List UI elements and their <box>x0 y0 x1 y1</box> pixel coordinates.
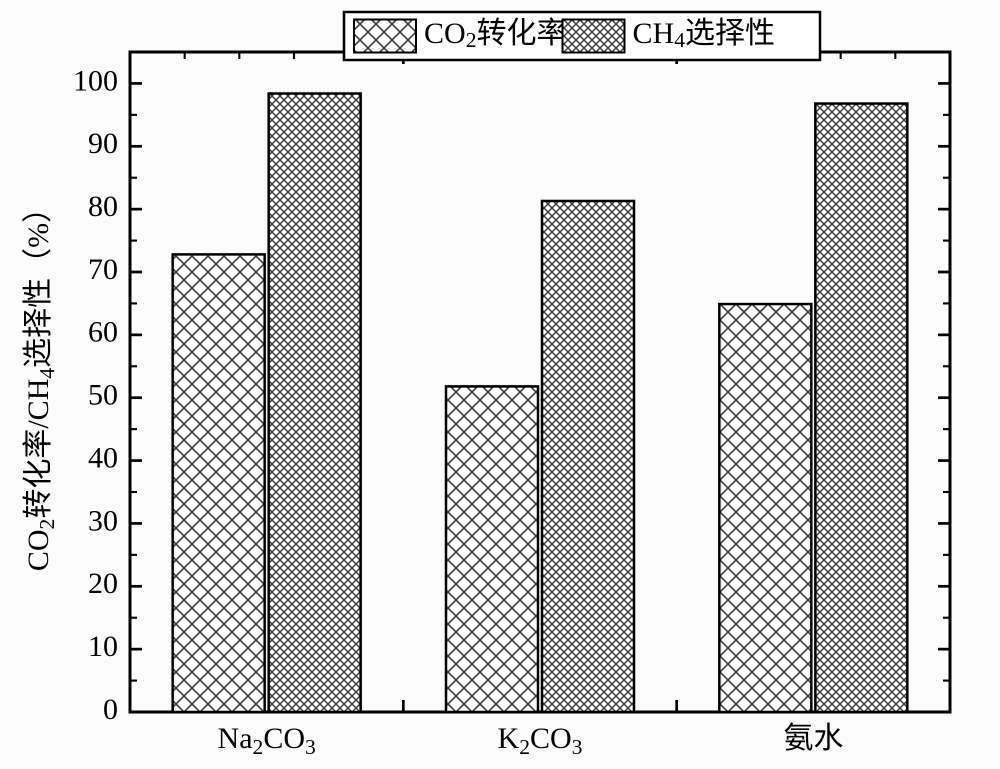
y-tick-label: 40 <box>88 441 118 474</box>
y-tick-label: 80 <box>88 190 118 223</box>
chart-container: 0 10 20 30 40 50 60 70 80 90 100 Na2CO3 K2CO3 氨水 CO2转化… <box>0 0 1000 769</box>
y-tick-label: 90 <box>88 127 118 160</box>
legend-label: CO2转化率 <box>424 17 566 52</box>
bar <box>446 386 538 712</box>
bar <box>173 254 265 712</box>
y-tick-label: 20 <box>88 567 118 600</box>
y-tick-label: 50 <box>88 379 118 412</box>
x-category-label: Na2CO3 <box>218 722 316 759</box>
bar <box>269 93 361 712</box>
y-tick-label: 30 <box>88 504 118 537</box>
chart-svg: 0 10 20 30 40 50 60 70 80 90 100 Na2CO3 K2CO3 氨水 CO2转化… <box>0 0 1000 769</box>
bar <box>719 304 811 712</box>
y-tick-label: 10 <box>88 630 118 663</box>
y-tick-label: 100 <box>73 64 118 97</box>
x-category-label: K2CO3 <box>498 722 583 759</box>
y-tick-label: 60 <box>88 316 118 349</box>
y-tick-label: 0 <box>103 693 118 726</box>
y-axis-title: CO2转化率/CH4选择性（%） <box>22 193 59 571</box>
legend-label: CH4选择性 <box>633 17 775 52</box>
bar <box>542 201 634 712</box>
bar <box>815 104 907 712</box>
legend: CO2转化率 CH4选择性 <box>344 12 820 60</box>
y-tick-label: 70 <box>88 253 118 286</box>
x-category-label: 氨水 <box>783 722 843 755</box>
